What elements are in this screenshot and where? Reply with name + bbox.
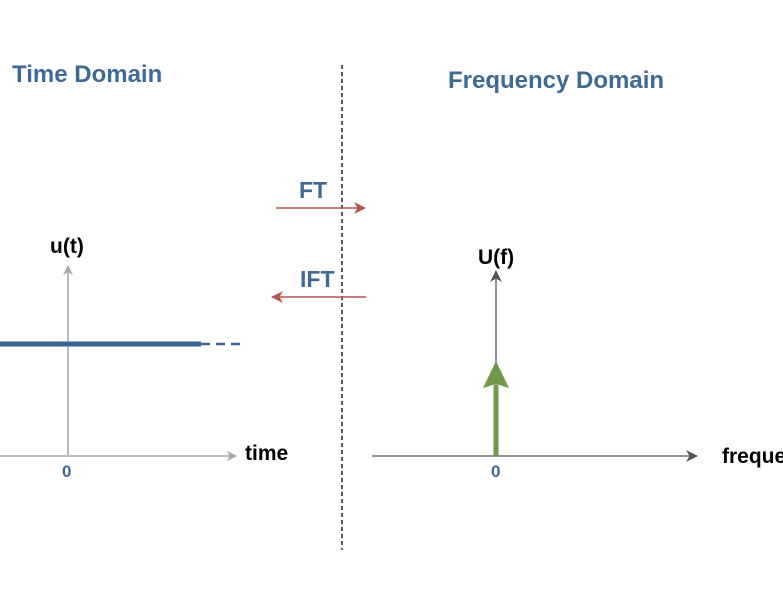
ft-label: FT [299, 177, 327, 203]
impulse-arrowhead [483, 361, 509, 388]
time-x-axis-label: time [245, 442, 288, 465]
time-origin-tick: 0 [62, 462, 71, 481]
freq-y-axis-label: U(f) [478, 246, 514, 269]
freq-x-axis-label: frequency [722, 445, 783, 468]
frequency-domain-title: Frequency Domain [448, 67, 664, 94]
time-domain-title: Time Domain [12, 61, 162, 88]
time-y-axis-label: u(t) [50, 235, 84, 258]
freq-origin-tick: 0 [491, 462, 500, 481]
ift-label: IFT [300, 266, 335, 292]
